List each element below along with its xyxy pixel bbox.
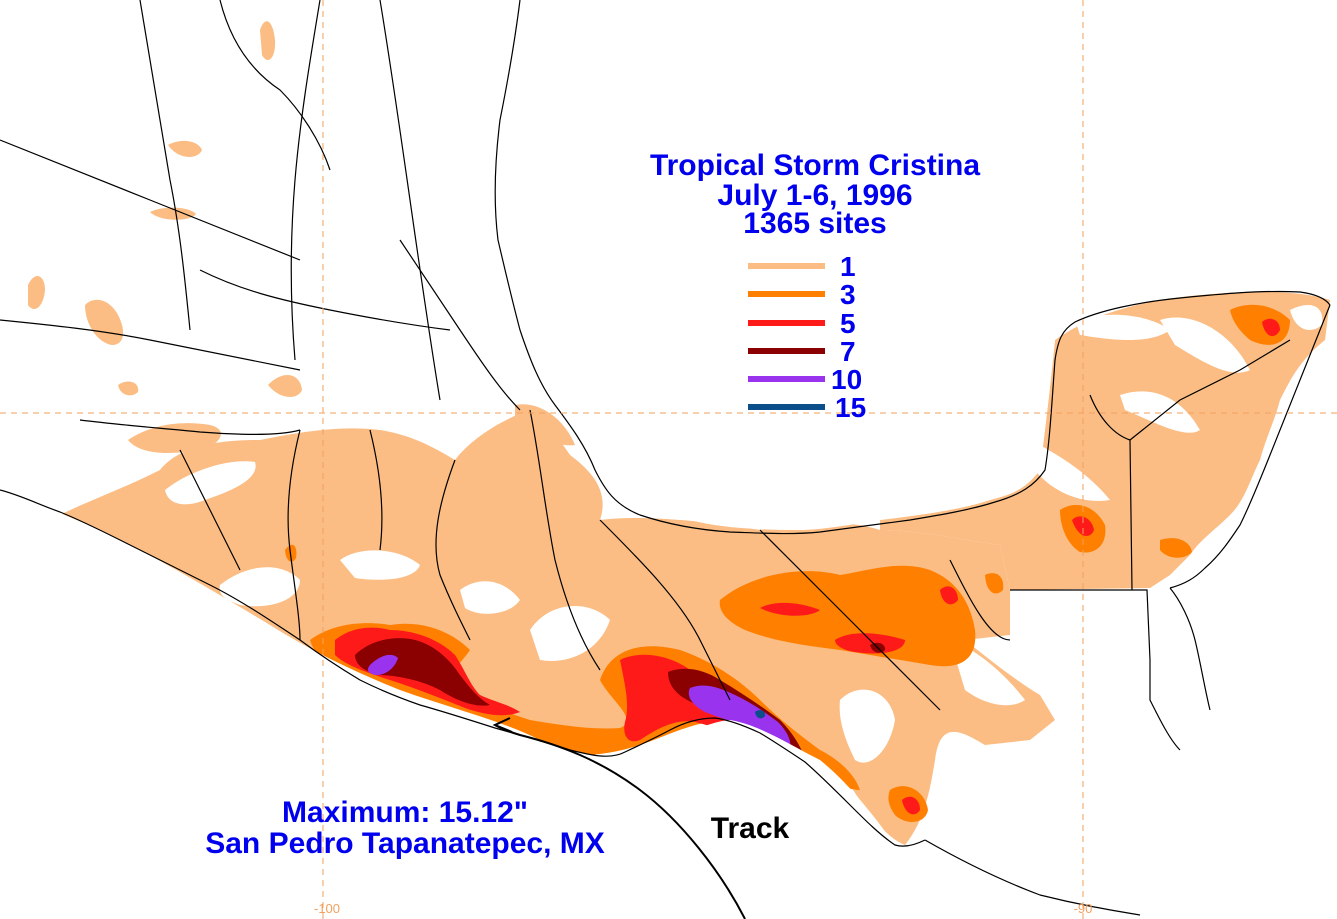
legend-label-7: 7 (840, 336, 856, 367)
state-line-12 (139, 0, 191, 331)
maximum-location: San Pedro Tapanatepec, MX (205, 827, 605, 860)
guatemala-border (1010, 589, 1181, 751)
rain-area-n9 (515, 404, 575, 446)
state-line-18 (399, 239, 521, 411)
track-label: Track (711, 812, 790, 845)
state-line-9 (287, 429, 301, 641)
state-line-10 (179, 449, 241, 571)
river-line (219, 0, 331, 171)
state-line-8 (949, 559, 1011, 641)
state-line-3 (1089, 394, 1131, 441)
legend-label-3: 3 (840, 279, 856, 310)
rain5-yucatan-2 (1072, 516, 1094, 536)
rain5-yucatan-1 (1262, 318, 1280, 337)
state-line-15 (0, 139, 301, 261)
rain-area-n7 (268, 374, 302, 397)
rain5-band-1 (760, 602, 820, 616)
rain5-south (902, 796, 920, 815)
gap-4 (460, 581, 520, 614)
rain-area-n4 (168, 140, 202, 157)
state-line-19 (79, 419, 301, 435)
state-line-14 (379, 0, 441, 401)
state-line-7 (759, 529, 941, 711)
maximum-annotation: Maximum: 15.12" San Pedro Tapanatepec, M… (205, 796, 605, 860)
gap-2 (219, 567, 300, 607)
legend-label-5: 5 (840, 308, 856, 339)
rain10-west (367, 654, 398, 676)
rain3-yucatan-3 (1160, 538, 1192, 558)
state-line-1 (1129, 339, 1291, 441)
gap-11 (1030, 440, 1110, 501)
gap-1 (165, 461, 256, 505)
state-line-5 (529, 409, 601, 671)
gap-12 (1290, 305, 1323, 330)
storm-track (492, 717, 746, 919)
axis-label-right: -90 (1074, 901, 1093, 916)
gap-10 (1120, 391, 1200, 433)
gap-9 (1160, 317, 1250, 373)
rainfall-15in-areas (755, 710, 766, 719)
rainfall-gaps (165, 305, 1323, 763)
rain-area-n5 (150, 207, 196, 220)
state-line-11 (369, 429, 383, 551)
maximum-value: Maximum: 15.12" (282, 796, 528, 829)
rain-area-n1 (128, 423, 221, 453)
gulf-of-mexico (495, 0, 1337, 530)
mexico-coast-gulf (494, 0, 1331, 535)
state-line-2 (1129, 439, 1133, 591)
legend-label-10: 10 (831, 364, 862, 395)
rain-area-n3 (28, 275, 45, 310)
gap-8 (1075, 314, 1170, 340)
gap-5 (530, 606, 610, 661)
state-line-13 (290, 0, 321, 361)
state-line-4 (435, 459, 471, 641)
title-line-3: 1365 sites (743, 207, 886, 240)
title-line-2: July 1-6, 1996 (717, 179, 912, 212)
rain15-spot (755, 710, 766, 719)
rain3-east (719, 565, 976, 667)
title-line-1: Tropical Storm Cristina (650, 149, 980, 182)
rain3-dot-2 (985, 573, 1004, 594)
state-line-6 (599, 519, 731, 701)
rain-area-n8 (118, 381, 139, 396)
legend-label-15: 15 (835, 392, 866, 423)
yucatan-east-coast (1169, 304, 1331, 589)
gap-6 (839, 689, 895, 763)
pacific-ocean (0, 490, 905, 919)
rain-area-n6 (260, 21, 276, 61)
legend-label-1: 1 (840, 251, 856, 282)
belize-coast (1169, 587, 1211, 711)
gap-3 (340, 550, 420, 580)
central-america-coast (924, 839, 1141, 916)
title-block: Tropical Storm Cristina July 1-6, 1996 1… (650, 149, 980, 240)
track-arrowhead (492, 717, 513, 733)
state-line-17 (199, 269, 451, 331)
axis-label-left: -100 (314, 901, 340, 916)
legend: 1 3 5 7 10 15 (748, 251, 866, 423)
state-line-16 (0, 319, 301, 371)
rain5-east-2 (940, 586, 958, 605)
rain5-band-2 (835, 633, 905, 654)
